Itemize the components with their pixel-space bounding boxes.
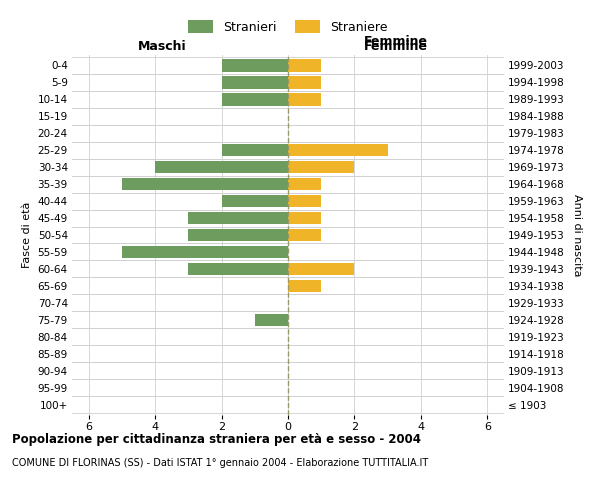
Bar bbox=[288, 178, 321, 190]
Bar bbox=[221, 59, 288, 72]
Text: Popolazione per cittadinanza straniera per età e sesso - 2004: Popolazione per cittadinanza straniera p… bbox=[12, 432, 421, 446]
Bar bbox=[188, 212, 288, 224]
Bar bbox=[188, 228, 288, 241]
Bar bbox=[255, 314, 288, 326]
Text: COMUNE DI FLORINAS (SS) - Dati ISTAT 1° gennaio 2004 - Elaborazione TUTTITALIA.I: COMUNE DI FLORINAS (SS) - Dati ISTAT 1° … bbox=[12, 458, 428, 468]
Y-axis label: Anni di nascita: Anni di nascita bbox=[572, 194, 581, 276]
Bar bbox=[221, 144, 288, 156]
Bar bbox=[221, 76, 288, 88]
Text: Femmine: Femmine bbox=[364, 35, 428, 48]
Bar bbox=[122, 246, 288, 258]
Bar bbox=[122, 178, 288, 190]
Bar bbox=[288, 212, 321, 224]
Bar bbox=[288, 93, 321, 106]
Bar bbox=[288, 280, 321, 292]
Text: Femmine: Femmine bbox=[364, 40, 428, 52]
Bar bbox=[288, 76, 321, 88]
Legend: Stranieri, Straniere: Stranieri, Straniere bbox=[184, 16, 392, 38]
Y-axis label: Fasce di età: Fasce di età bbox=[22, 202, 32, 268]
Bar bbox=[288, 144, 388, 156]
Bar bbox=[221, 93, 288, 106]
Bar bbox=[288, 262, 355, 276]
Bar bbox=[155, 160, 288, 173]
Bar bbox=[288, 160, 355, 173]
Bar bbox=[288, 59, 321, 72]
Bar bbox=[288, 228, 321, 241]
Text: Maschi: Maschi bbox=[137, 40, 187, 52]
Bar bbox=[188, 262, 288, 276]
Bar bbox=[288, 194, 321, 207]
Bar bbox=[221, 194, 288, 207]
